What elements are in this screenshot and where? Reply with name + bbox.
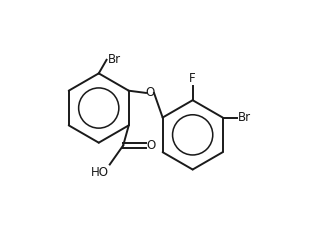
Text: O: O xyxy=(145,86,155,99)
Text: HO: HO xyxy=(91,166,109,179)
Text: Br: Br xyxy=(238,111,251,124)
Text: O: O xyxy=(147,139,156,152)
Text: F: F xyxy=(189,72,196,85)
Text: Br: Br xyxy=(108,53,121,66)
